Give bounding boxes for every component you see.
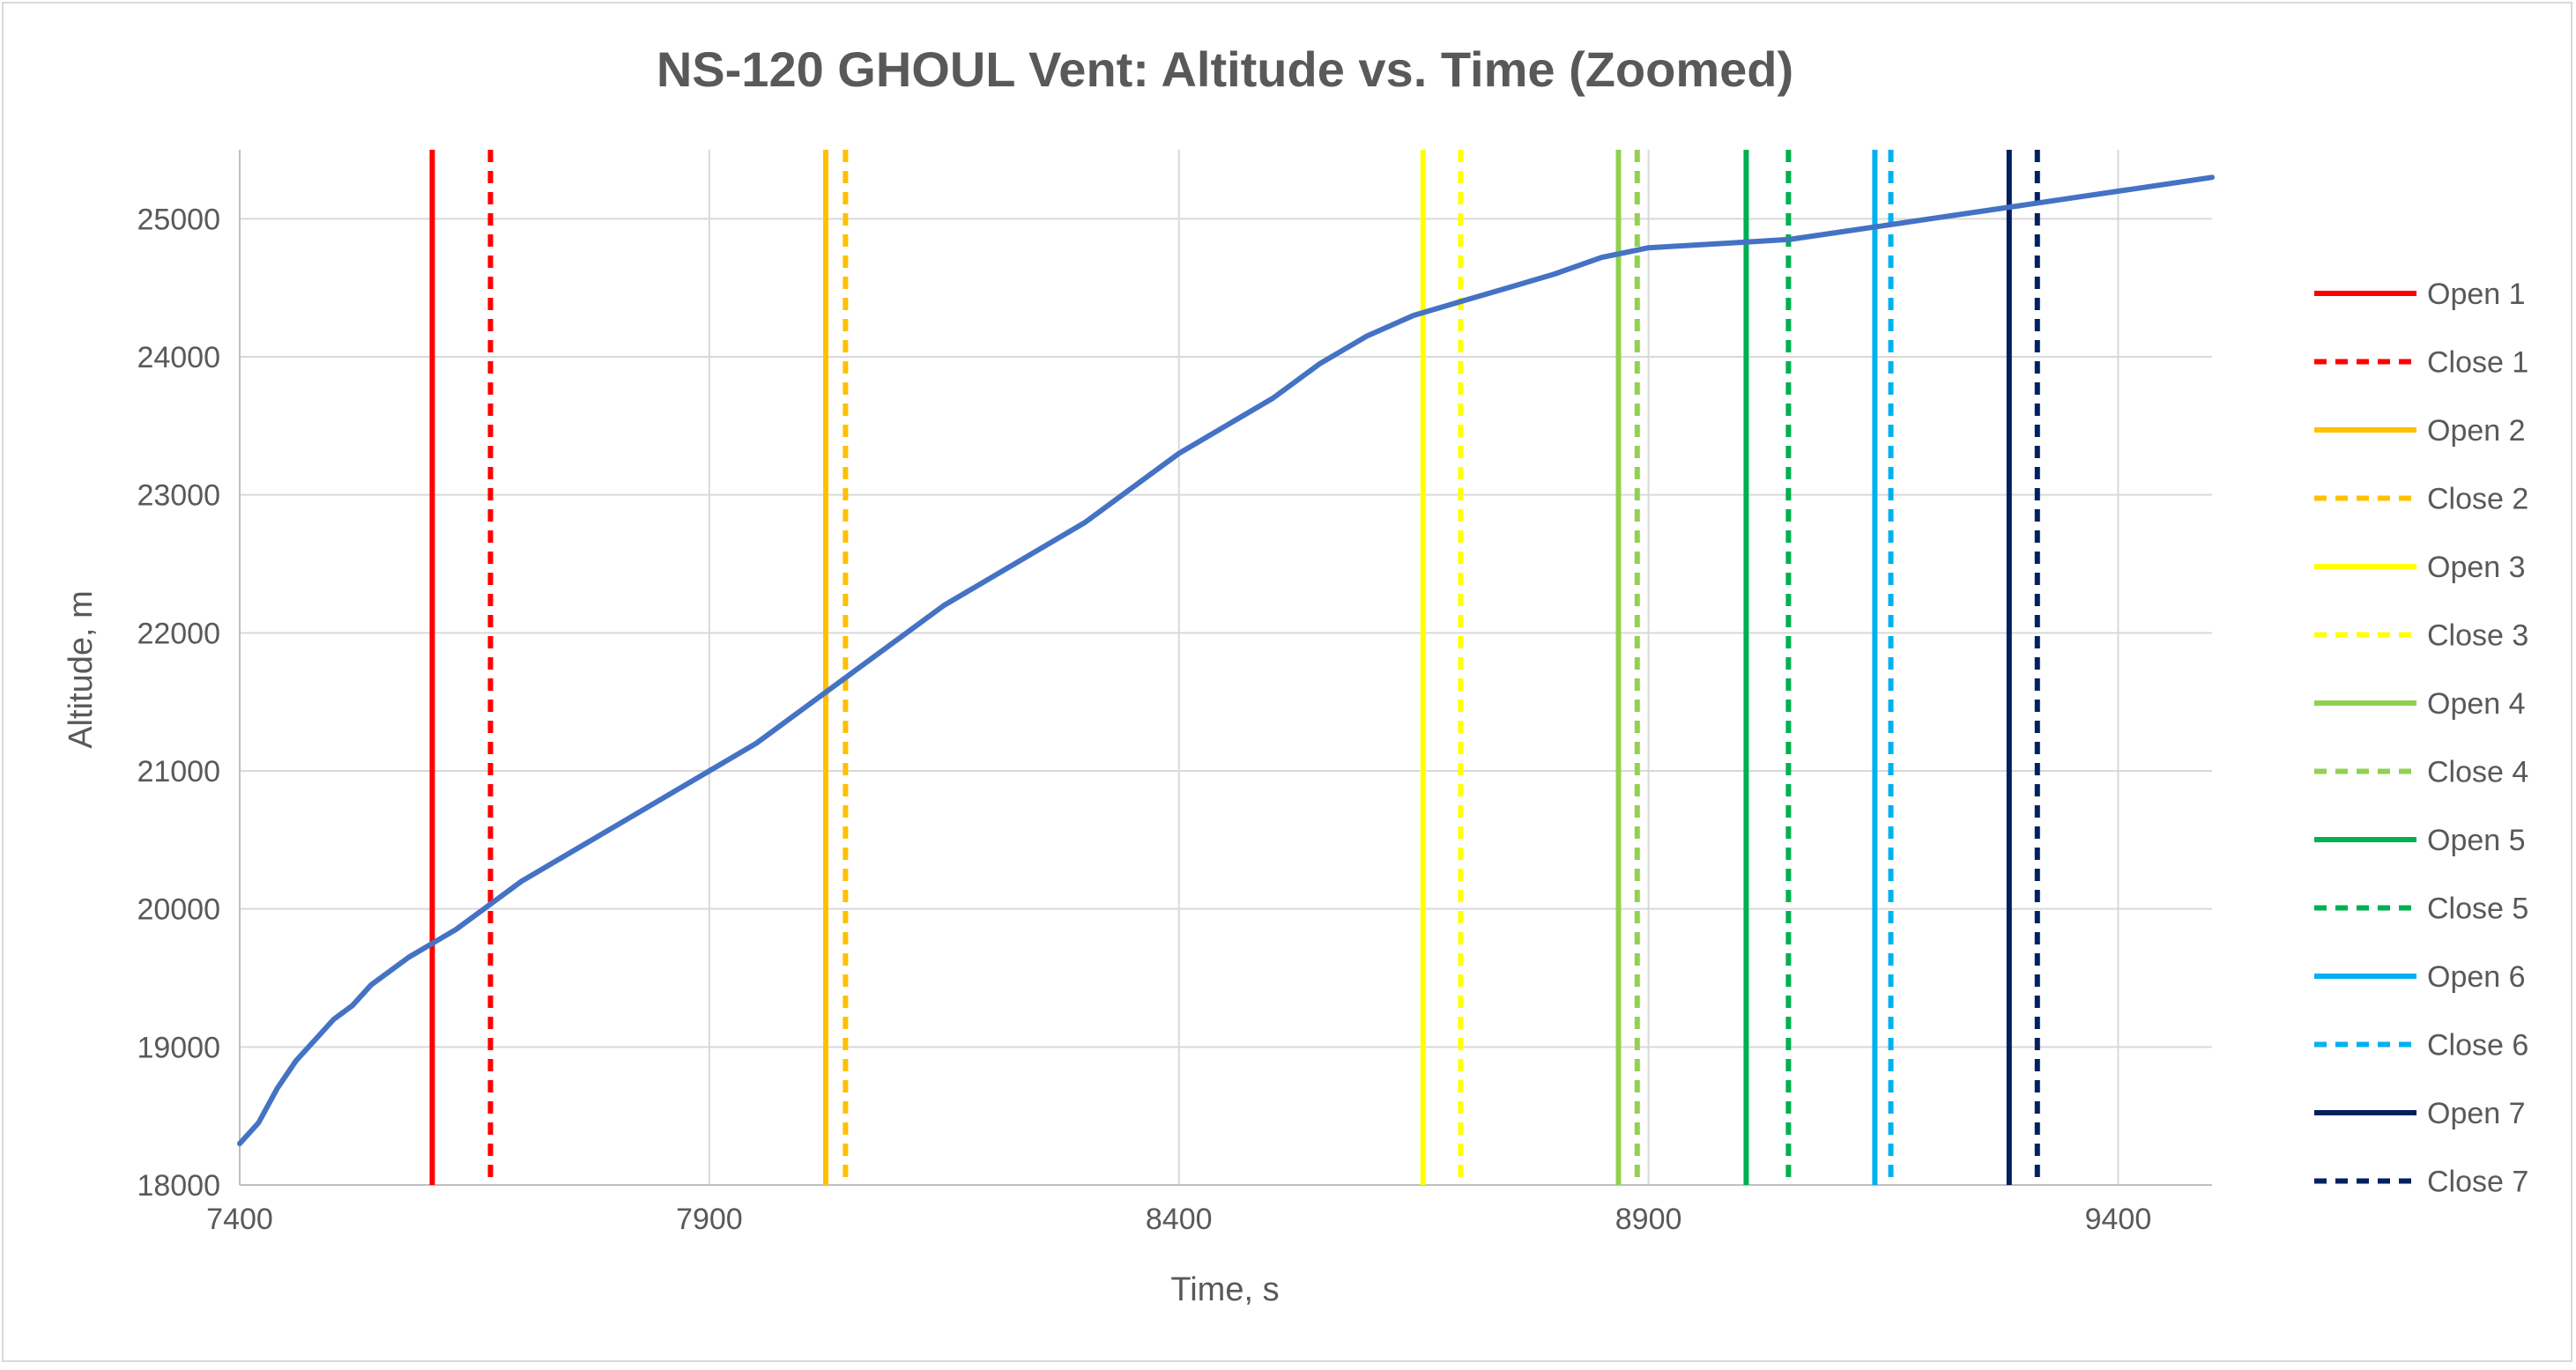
y-tick-label: 20000	[137, 893, 220, 927]
legend-label-close-4: Close 4	[2427, 756, 2528, 789]
legend-label-open-4: Open 4	[2427, 687, 2526, 721]
y-tick-label: 18000	[137, 1169, 220, 1203]
y-tick-label: 19000	[137, 1031, 220, 1064]
y-axis-title: Altitude, m	[63, 590, 100, 749]
legend-label-close-1: Close 1	[2427, 346, 2528, 380]
x-axis-title: Time, s	[1170, 1271, 1279, 1308]
chart-title: NS-120 GHOUL Vent: Altitude vs. Time (Zo…	[657, 41, 1793, 97]
legend-label-open-2: Open 2	[2427, 414, 2526, 448]
y-tick-label: 25000	[137, 203, 220, 236]
vent-event-lines	[429, 150, 2040, 1185]
x-tick-label: 7400	[206, 1203, 273, 1236]
legend-label-open-5: Open 5	[2427, 824, 2526, 857]
x-tick-label: 8900	[1615, 1203, 1682, 1236]
altitude-line	[237, 174, 2215, 1146]
legend-label-open-1: Open 1	[2427, 278, 2526, 311]
y-tick-label: 21000	[137, 755, 220, 789]
y-tick-label: 22000	[137, 617, 220, 650]
legend-label-close-2: Close 2	[2427, 483, 2528, 516]
y-tick-label: 23000	[137, 479, 220, 513]
gridlines	[240, 150, 2212, 1185]
legend: Open 1 Close 1 Open 2 Close 2 Open 3 Close 3 O…	[2314, 278, 2528, 1199]
x-tick-label: 8400	[1146, 1203, 1213, 1236]
legend-label-open-6: Open 6	[2427, 960, 2526, 994]
legend-label-open-3: Open 3	[2427, 551, 2526, 584]
legend-label-close-6: Close 6	[2427, 1029, 2528, 1063]
x-tick-label: 9400	[2085, 1203, 2152, 1236]
altitude-series	[237, 174, 2215, 1146]
x-tick-label: 7900	[676, 1203, 743, 1236]
y-tick-label: 24000	[137, 341, 220, 374]
legend-label-close-7: Close 7	[2427, 1166, 2528, 1199]
legend-label-close-5: Close 5	[2427, 892, 2528, 926]
legend-label-close-3: Close 3	[2427, 619, 2528, 653]
tick-labels: 7400 7900 8400 8900 9400 18000 19000 20000 21000…	[137, 203, 2151, 1236]
axes	[239, 150, 2212, 1186]
legend-label-open-7: Open 7	[2427, 1097, 2526, 1130]
